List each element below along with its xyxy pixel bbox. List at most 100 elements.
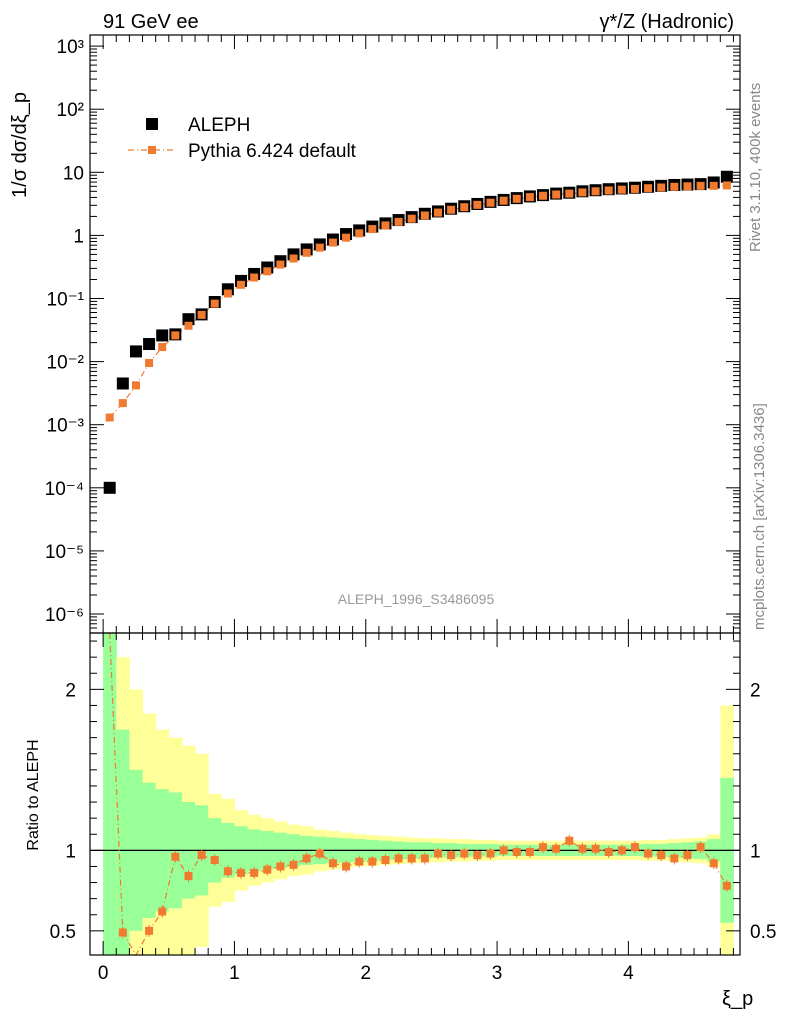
xtick-label: 2 <box>360 963 371 984</box>
pythia-point <box>473 200 482 209</box>
pythia-point <box>499 196 508 205</box>
source-label: mcplots.cern.ch [arXiv:1306.3436] <box>751 403 768 630</box>
pythia-point <box>184 321 193 330</box>
ratio-point <box>368 857 377 866</box>
main-ytick-label: 10⁻¹ <box>47 290 85 311</box>
legend: ALEPH Pythia 6.424 default <box>128 115 357 162</box>
rivet-label: Rivet 3.1.10, 400k events <box>747 83 764 252</box>
ratio-point <box>276 862 285 871</box>
ratio-point <box>381 856 390 865</box>
pythia-point <box>591 187 600 196</box>
ratio-point <box>683 851 692 860</box>
pythia-point <box>696 181 705 190</box>
ratio-point <box>722 881 731 890</box>
ratio-point <box>591 844 600 853</box>
ratio-point <box>355 857 364 866</box>
pythia-point <box>420 211 429 220</box>
aleph-point <box>129 345 142 358</box>
ratio-point <box>420 854 429 863</box>
ratio-point <box>539 843 548 852</box>
legend-marker-aleph <box>146 118 158 130</box>
ratio-ytick-label-right: 1 <box>750 841 761 862</box>
pythia-point <box>394 217 403 226</box>
pythia-point <box>368 225 377 234</box>
ratio-point <box>525 847 534 856</box>
xtick-label: 1 <box>229 963 240 984</box>
pythia-point <box>512 194 521 203</box>
pythia-point <box>670 182 679 191</box>
pythia-point <box>328 238 337 247</box>
ratio-point <box>604 847 613 856</box>
pythia-point <box>276 260 285 269</box>
pythia-point <box>617 185 626 194</box>
ratio-point <box>237 868 246 877</box>
ratio-point <box>315 849 324 858</box>
band-inner <box>116 729 130 955</box>
aleph-point <box>156 329 169 342</box>
pythia-point <box>237 280 246 289</box>
pythia-point <box>486 198 495 207</box>
pythia-line <box>109 184 727 418</box>
ratio-point <box>158 907 167 916</box>
xtick-label: 3 <box>492 963 503 984</box>
ratio-ytick-label-left: 2 <box>65 680 76 701</box>
aleph-point <box>103 481 116 494</box>
pythia-point <box>263 267 272 276</box>
ratio-point <box>184 872 193 881</box>
pythia-point <box>381 221 390 230</box>
ratio-panel <box>90 632 740 957</box>
pythia-point <box>578 188 587 197</box>
ratio-point <box>565 836 574 845</box>
ratio-point <box>696 843 705 852</box>
main-ytick-label: 1 <box>73 226 84 247</box>
legend-label-pythia: Pythia 6.424 default <box>188 141 357 162</box>
pythia-point <box>525 193 534 202</box>
pythia-point <box>131 381 140 390</box>
main-ylabel-text: 1/σ dσ/dξ_p <box>9 92 31 198</box>
ratio-point <box>644 849 653 858</box>
pythia-point <box>145 359 154 368</box>
pythia-point <box>250 273 259 282</box>
pythia-point <box>158 343 167 352</box>
pythia-point <box>197 310 206 319</box>
pythia-point <box>565 189 574 198</box>
main-ytick-label: 10 <box>63 163 84 184</box>
main-ytick-label: 10³ <box>57 37 84 58</box>
pythia-point <box>105 413 114 422</box>
main-ylabel: 1/σ dσ/dξ_p <box>9 92 31 198</box>
pythia-point <box>302 248 311 257</box>
ratio-point <box>394 854 403 863</box>
pythia-point <box>447 205 456 214</box>
pythia-point <box>315 243 324 252</box>
pythia-point <box>604 186 613 195</box>
ratio-point <box>486 849 495 858</box>
aleph-point <box>720 170 733 183</box>
ratio-point <box>433 849 442 858</box>
ratio-ytick-label-right: 0.5 <box>750 922 776 943</box>
ratio-ylabel: Ratio to ALEPH <box>25 739 42 850</box>
ratio-point <box>460 849 469 858</box>
ratio-point <box>657 851 666 860</box>
ratio-point <box>145 926 154 935</box>
ratio-point <box>302 854 311 863</box>
pythia-point <box>210 299 219 308</box>
pythia-point <box>722 181 731 190</box>
pythia-point <box>342 233 351 242</box>
pythia-point <box>683 182 692 191</box>
ratio-frame <box>89 632 741 956</box>
legend-marker-pythia <box>148 146 156 154</box>
aleph-point <box>116 377 129 390</box>
pythia-point <box>552 190 561 199</box>
pythia-point <box>355 229 364 238</box>
main-ytick-label: 10⁻⁶ <box>45 605 84 626</box>
xlabel: ξ_p <box>722 988 753 1010</box>
ratio-point <box>223 867 232 876</box>
ratio-point <box>342 862 351 871</box>
ratio-ytick-label-right: 2 <box>750 680 761 701</box>
pythia-point <box>223 289 232 298</box>
ratio-point <box>512 847 521 856</box>
ratio-point <box>630 843 639 852</box>
main-panel <box>103 170 733 494</box>
ratio-point <box>250 868 259 877</box>
header-right: γ*/Z (Hadronic) <box>600 11 734 33</box>
